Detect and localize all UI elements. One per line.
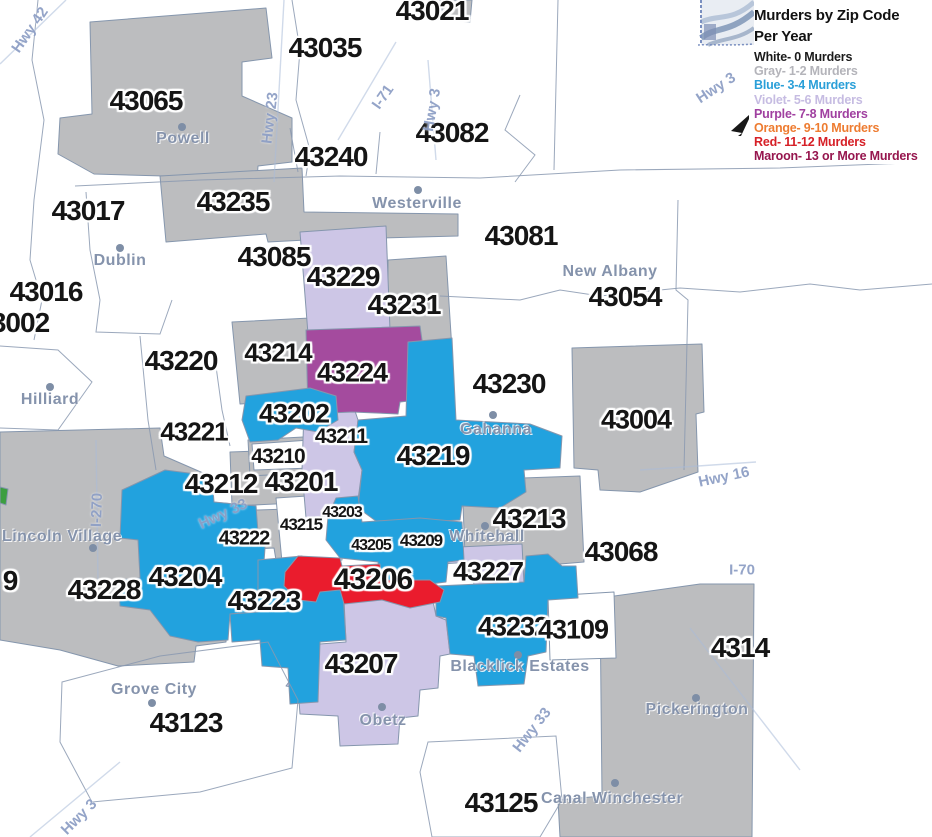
region-gray-notch xyxy=(439,0,473,23)
hwy-33-se-line xyxy=(689,627,801,771)
region-43202 xyxy=(241,387,339,443)
legend-entry: Blue- 3-4 Murders xyxy=(754,78,857,93)
boundary-line xyxy=(675,199,689,471)
region-43219 xyxy=(353,337,563,525)
boundary-line xyxy=(553,0,559,171)
legend-entry: Violet- 5-6 Murders xyxy=(754,92,863,107)
hwy-16-line xyxy=(639,461,757,471)
legend-entry: Purple- 7-8 Murders xyxy=(754,106,868,121)
hwy-23-line xyxy=(273,0,285,183)
region-43229 xyxy=(299,225,391,335)
hwy-3-line xyxy=(427,59,437,161)
legend-entry: White- 0 Murders xyxy=(754,50,853,64)
boundary-line xyxy=(439,283,932,301)
region-43232 xyxy=(435,553,579,687)
boundary-line xyxy=(29,0,45,341)
boundary-line xyxy=(419,735,563,837)
hwy-3-sw-line xyxy=(29,761,121,837)
region-43203-43205-43209 xyxy=(325,495,465,585)
legend-entry: Gray- 1-2 Murders xyxy=(754,64,858,79)
cursor-arrow-icon xyxy=(731,115,749,136)
boundary-line xyxy=(291,0,536,183)
boundary-line xyxy=(289,127,381,175)
boundary-line xyxy=(0,345,93,431)
legend-title-line2: Per Year xyxy=(754,28,813,45)
boundary-line xyxy=(59,641,299,803)
map-thumbnail-icon xyxy=(698,0,754,47)
region-43109 xyxy=(547,591,617,661)
boundary-line xyxy=(139,335,231,471)
legend-entry: Maroon- 13 or More Murders xyxy=(754,149,918,164)
i-270-line xyxy=(95,439,99,581)
region-green-sliver xyxy=(0,486,9,506)
legend-entry: Red- 11-12 Murders xyxy=(754,135,866,150)
boundary-line xyxy=(85,191,173,335)
legend-title-line1: Murders by Zip Code xyxy=(754,7,900,24)
legend-entry: Orange- 9-10 Murders xyxy=(754,121,880,136)
legend-panel: Murders by Zip Code Per Year White- 0 Mu… xyxy=(754,5,932,164)
county-line xyxy=(74,161,932,187)
region-43004 xyxy=(571,343,705,493)
legend-entries: White- 0 Murders Gray- 1-2 Murders Blue- 3… xyxy=(754,50,932,164)
region-43206 xyxy=(283,555,445,609)
i-71-line xyxy=(337,41,397,141)
hwy-42-line xyxy=(0,0,67,65)
